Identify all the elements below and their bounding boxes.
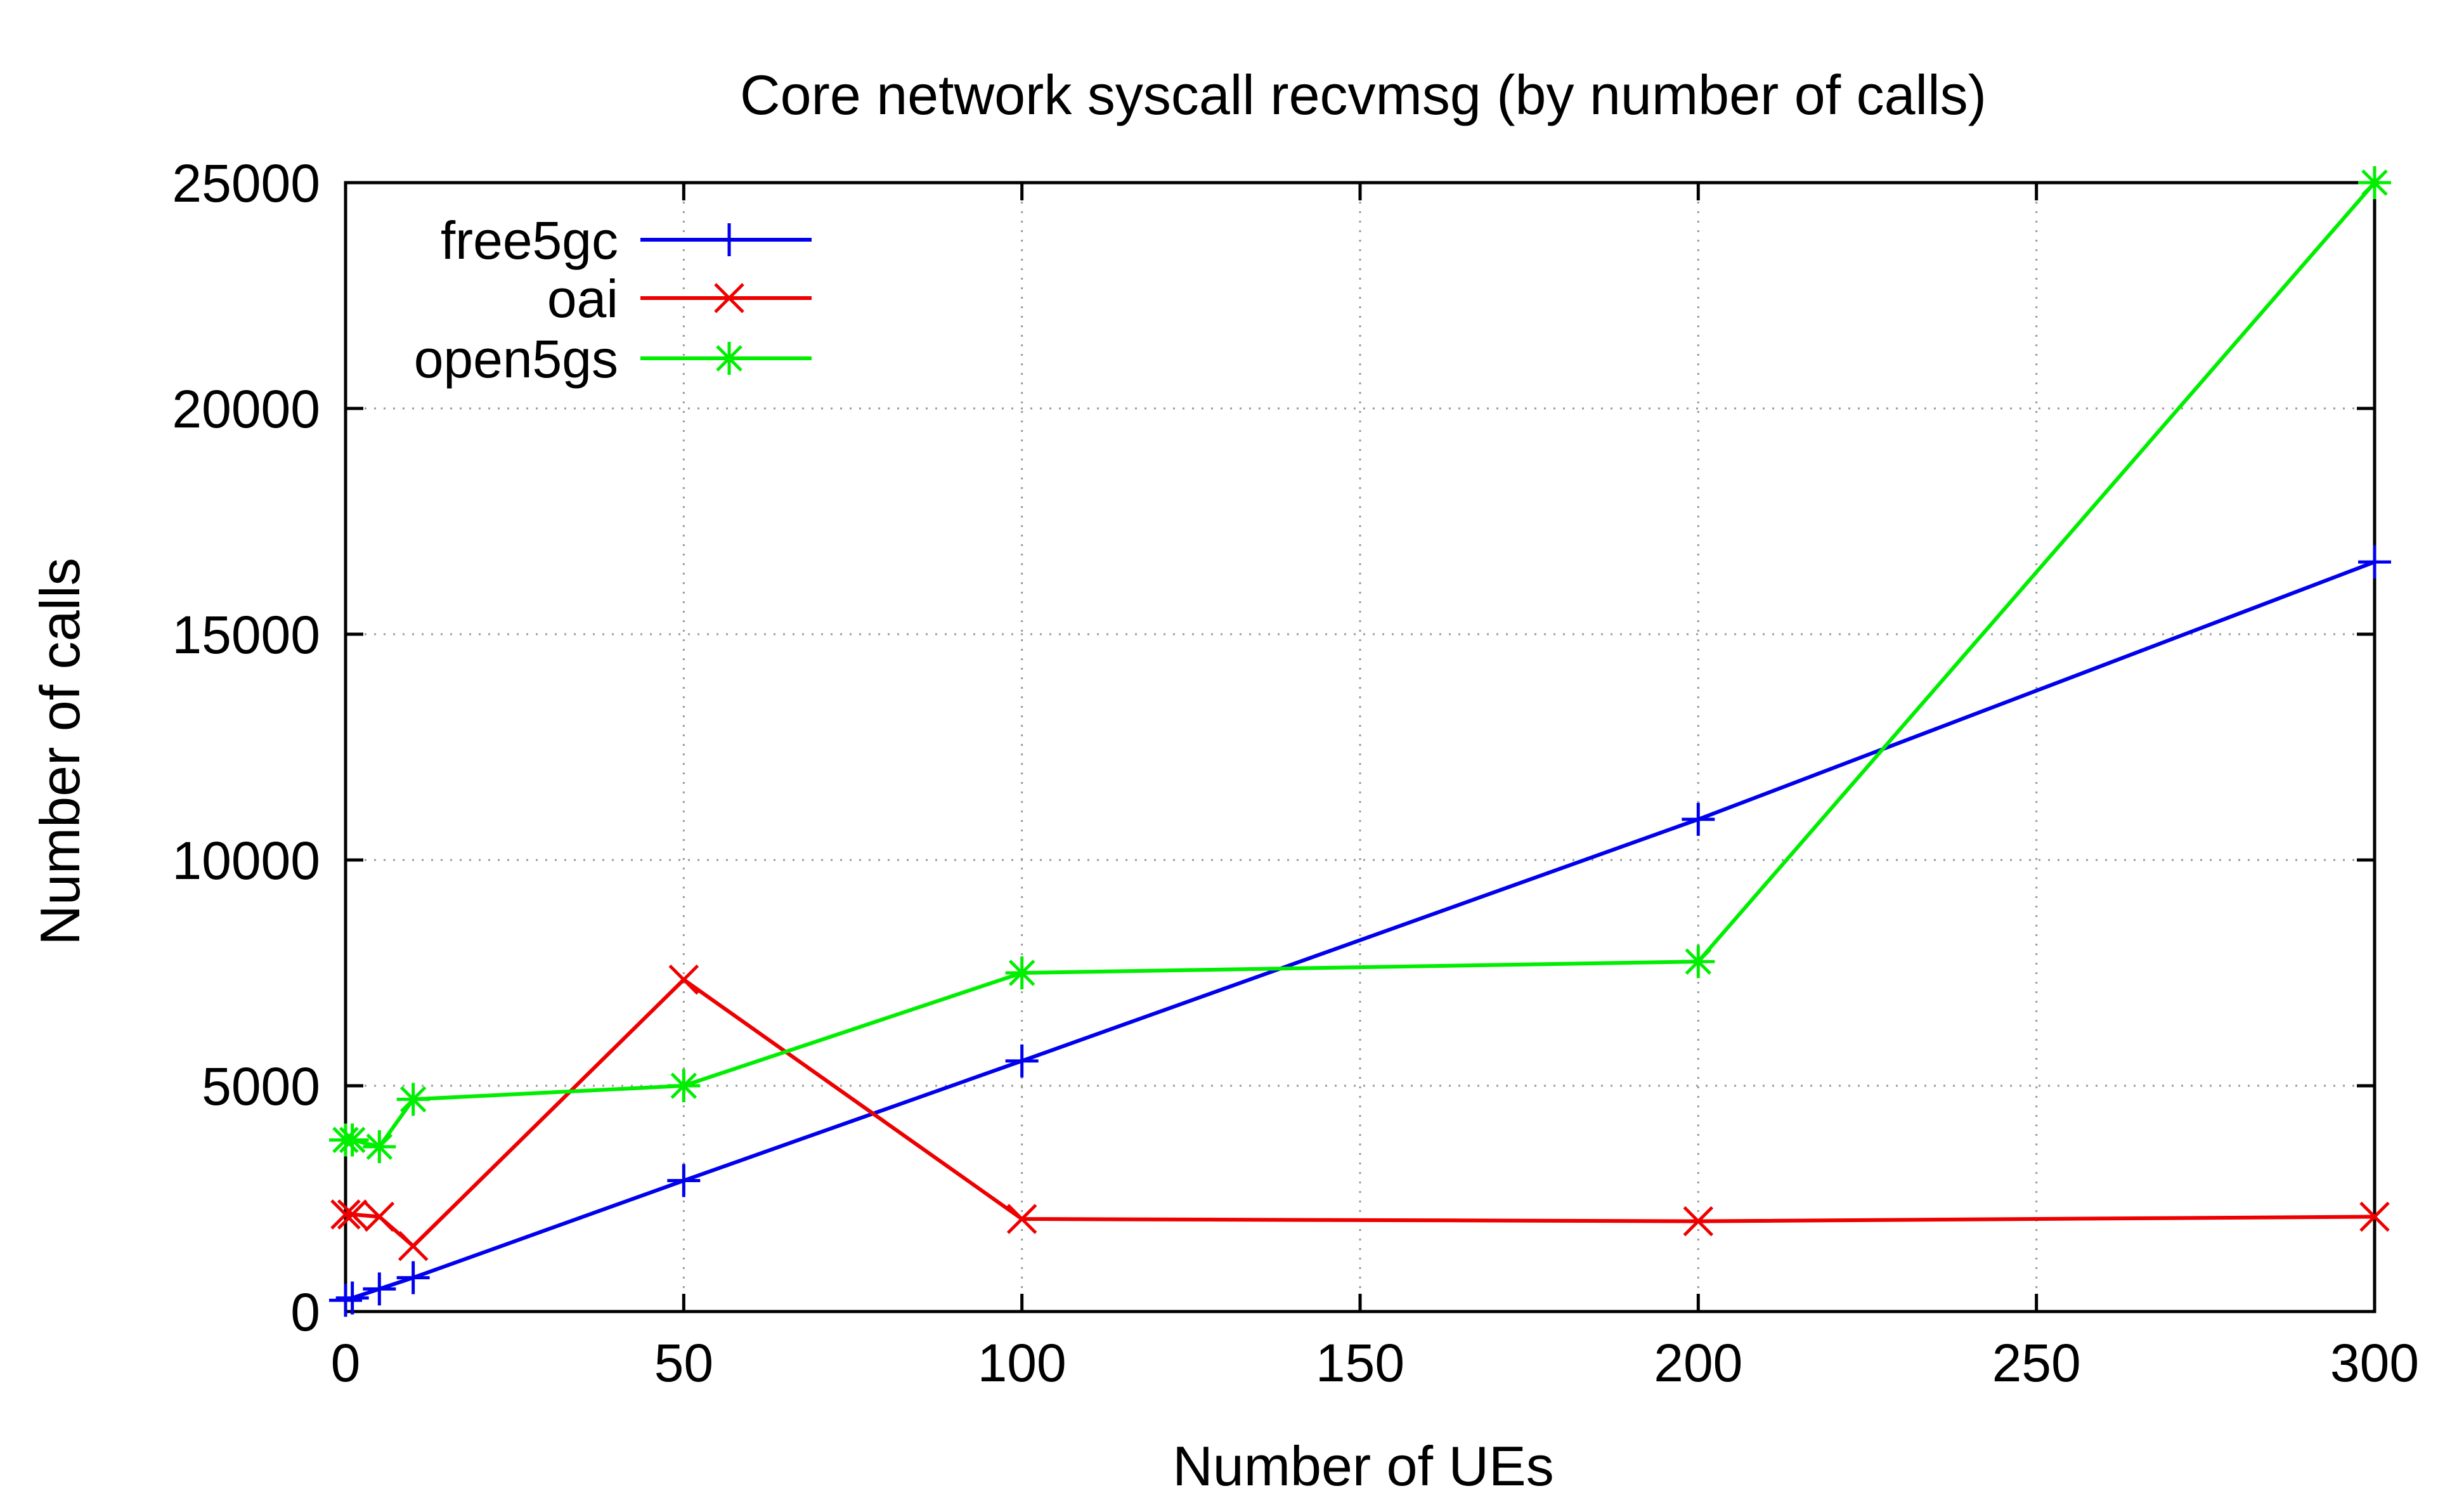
data-point-oai (337, 1199, 368, 1230)
data-point-free5gc (396, 1261, 430, 1294)
series-line-free5gc (345, 560, 2376, 1303)
data-point-free5gc (363, 1272, 396, 1306)
legend-label-open5gs: open5gs (414, 329, 618, 389)
data-point-open5gs (396, 1083, 430, 1116)
x-tick-label: 200 (1654, 1333, 1742, 1393)
series-oai (330, 964, 2390, 1261)
chart-title: Core network syscall recvmsg (by number … (740, 63, 1987, 126)
data-point-oai (398, 1230, 429, 1261)
data-point-free5gc (667, 1164, 701, 1197)
plot-frame (344, 181, 2376, 1313)
x-tick-label: 150 (1316, 1333, 1404, 1393)
data-point-open5gs (667, 1069, 701, 1102)
data-point-free5gc (335, 1281, 369, 1315)
x-tick-label: 50 (654, 1333, 713, 1393)
data-point-open5gs (1005, 956, 1039, 989)
data-point-oai (1006, 1204, 1037, 1234)
data-point-free5gc (1682, 802, 1715, 836)
x-tick-label: 300 (2330, 1333, 2419, 1393)
x-tick-label: 0 (331, 1333, 361, 1393)
x-axis-label: Number of UEs (1172, 1435, 1554, 1497)
legend-marker-open5gs (713, 342, 746, 375)
series-layer (329, 166, 2391, 1317)
legend-label-oai: oai (547, 269, 618, 329)
y-tick-label: 15000 (172, 605, 320, 665)
y-axis-label: Number of calls (29, 557, 91, 945)
y-tick-label: 10000 (172, 831, 320, 890)
data-point-oai (668, 964, 699, 995)
data-point-oai (330, 1199, 361, 1230)
axis-ticks (344, 181, 2376, 1313)
data-point-oai (1683, 1206, 1714, 1237)
data-point-free5gc (1005, 1044, 1039, 1078)
data-point-open5gs (335, 1123, 369, 1157)
x-tick-label: 250 (1992, 1333, 2081, 1393)
data-point-open5gs (1682, 945, 1715, 979)
y-tick-label: 25000 (172, 153, 320, 213)
series-line-oai (346, 977, 2375, 1249)
y-tick-label: 5000 (202, 1057, 320, 1116)
legend-marker-free5gc (713, 223, 746, 256)
y-tick-label: 20000 (172, 379, 320, 439)
x-tick-label: 100 (978, 1333, 1067, 1393)
series-open5gs (329, 166, 2391, 1164)
data-point-oai (364, 1201, 395, 1232)
y-tick-label: 0 (290, 1282, 320, 1342)
legend-label-free5gc: free5gc (441, 211, 618, 270)
series-free5gc (329, 545, 2391, 1317)
grid-lines (346, 183, 2375, 1312)
data-point-open5gs (363, 1130, 396, 1164)
data-point-free5gc (2358, 545, 2391, 579)
data-point-oai (2359, 1201, 2390, 1232)
data-point-free5gc (329, 1284, 362, 1317)
legend-marker-oai (714, 283, 744, 313)
data-point-open5gs (2358, 166, 2391, 199)
